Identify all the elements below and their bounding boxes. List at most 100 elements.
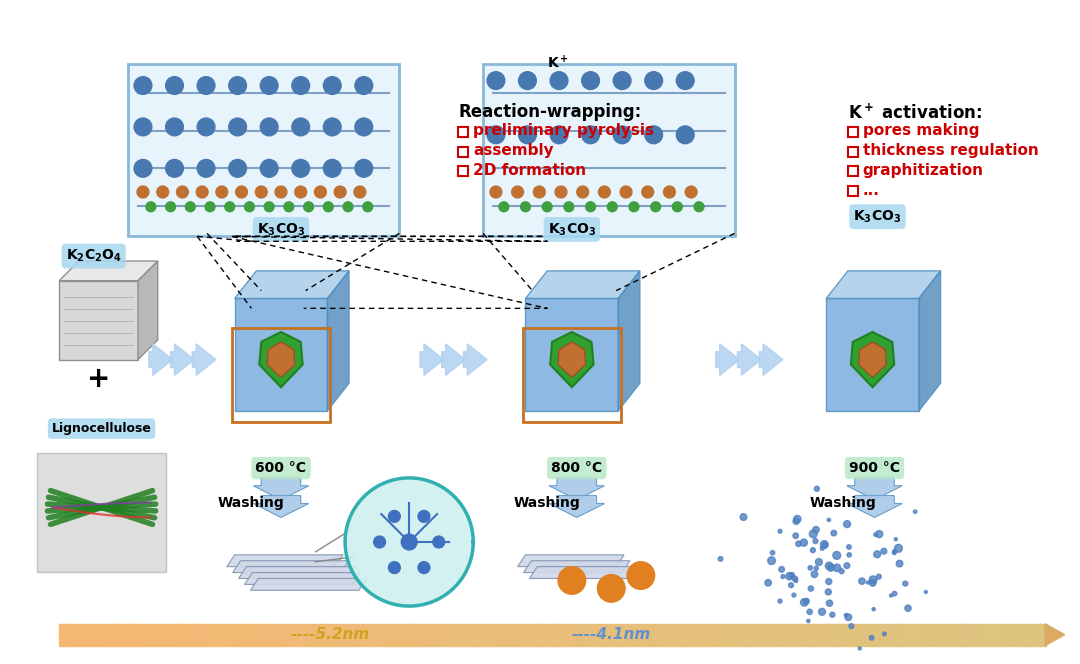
Bar	[119, 624, 124, 645]
Bar	[503, 624, 509, 645]
Bar	[740, 624, 745, 645]
Bar	[311, 624, 316, 645]
Bar	[469, 624, 474, 645]
Bar	[912, 624, 917, 645]
Bar	[710, 624, 715, 645]
Bar	[158, 624, 163, 645]
Circle shape	[845, 614, 848, 617]
Bar	[680, 624, 686, 645]
Bar	[779, 624, 784, 645]
Circle shape	[146, 202, 156, 212]
Polygon shape	[239, 566, 355, 578]
Bar	[438, 624, 444, 645]
Bar	[665, 624, 671, 645]
Text: pores making: pores making	[863, 124, 980, 138]
Circle shape	[613, 72, 631, 90]
Polygon shape	[526, 299, 618, 411]
Circle shape	[788, 572, 795, 578]
Circle shape	[869, 576, 877, 584]
Circle shape	[582, 126, 599, 143]
Text: $\mathbf{K_2C_2O_4}$: $\mathbf{K_2C_2O_4}$	[66, 248, 122, 264]
Polygon shape	[234, 299, 327, 411]
Circle shape	[685, 186, 697, 198]
Polygon shape	[420, 344, 444, 375]
Bar	[261, 624, 267, 645]
Circle shape	[197, 186, 208, 198]
Bar	[1005, 624, 1011, 645]
Circle shape	[165, 159, 184, 177]
Circle shape	[487, 126, 504, 143]
Bar	[192, 624, 198, 645]
Bar	[640, 624, 646, 645]
Bar	[577, 624, 582, 645]
Bar	[291, 624, 296, 645]
Bar	[64, 624, 69, 645]
Circle shape	[229, 76, 246, 94]
Text: ...: ...	[863, 183, 879, 197]
Bar	[369, 624, 375, 645]
Circle shape	[642, 186, 653, 198]
Text: thickness regulation: thickness regulation	[863, 143, 1039, 158]
Bar	[961, 624, 967, 645]
Circle shape	[822, 542, 827, 548]
Bar	[221, 624, 227, 645]
Bar	[532, 624, 538, 645]
Circle shape	[334, 186, 346, 198]
Bar	[198, 624, 203, 645]
Circle shape	[418, 511, 430, 523]
Bar	[848, 624, 853, 645]
Bar	[990, 624, 996, 645]
Circle shape	[814, 566, 819, 570]
Polygon shape	[138, 261, 158, 360]
Circle shape	[134, 118, 152, 136]
Bar	[434, 624, 440, 645]
Polygon shape	[327, 271, 349, 411]
Circle shape	[924, 590, 928, 594]
Circle shape	[821, 546, 824, 550]
Circle shape	[793, 533, 798, 539]
Circle shape	[833, 552, 840, 559]
Bar	[1015, 624, 1021, 645]
Circle shape	[890, 594, 892, 597]
Bar	[888, 624, 893, 645]
Bar	[656, 624, 661, 645]
Circle shape	[808, 566, 812, 570]
Bar	[951, 624, 957, 645]
Bar	[458, 167, 469, 176]
Bar	[631, 624, 636, 645]
Bar	[592, 624, 597, 645]
Bar	[98, 624, 104, 645]
Bar	[922, 624, 928, 645]
Bar	[754, 624, 759, 645]
Polygon shape	[171, 344, 194, 375]
Polygon shape	[254, 495, 309, 517]
Bar	[848, 167, 858, 176]
Circle shape	[260, 118, 278, 136]
Polygon shape	[716, 344, 740, 375]
Circle shape	[843, 521, 851, 528]
Bar	[804, 624, 809, 645]
Bar	[73, 624, 79, 645]
Bar	[424, 624, 430, 645]
Circle shape	[260, 159, 278, 177]
Circle shape	[847, 552, 851, 557]
Circle shape	[418, 562, 430, 574]
Bar	[586, 624, 592, 645]
Bar	[946, 624, 951, 645]
Circle shape	[827, 519, 831, 521]
Bar	[562, 624, 567, 645]
Bar	[167, 624, 173, 645]
Bar	[38, 454, 165, 572]
Bar	[848, 186, 858, 196]
Bar	[227, 624, 232, 645]
Circle shape	[343, 202, 353, 212]
Polygon shape	[524, 560, 630, 572]
Bar	[809, 624, 814, 645]
Polygon shape	[851, 332, 894, 387]
Bar	[523, 624, 528, 645]
Circle shape	[892, 592, 896, 596]
Text: 2D formation: 2D formation	[473, 163, 586, 178]
Polygon shape	[251, 578, 367, 590]
Circle shape	[323, 202, 334, 212]
Polygon shape	[549, 478, 605, 499]
